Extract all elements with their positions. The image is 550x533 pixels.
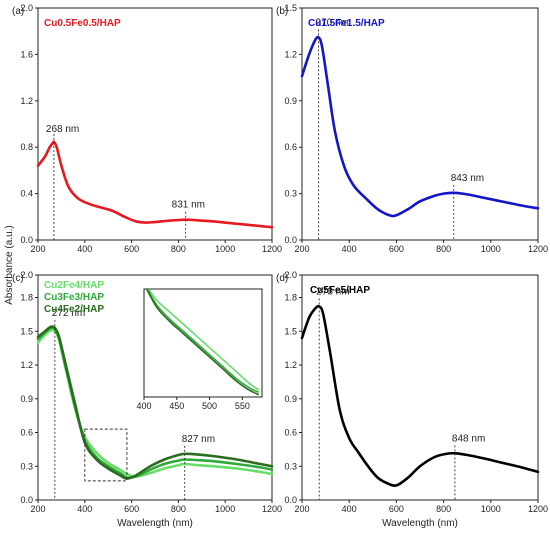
x-tick-label: 1200 <box>528 504 548 514</box>
inset-series-line <box>147 289 260 391</box>
x-tick-label: 200 <box>294 504 309 514</box>
y-tick-label: 1.2 <box>20 96 33 106</box>
y-tick-label: 0.4 <box>20 189 33 199</box>
x-tick-label: 200 <box>30 244 45 254</box>
panel-label: (a) <box>12 6 24 17</box>
x-tick-label: 400 <box>77 244 92 254</box>
inset-x-tick-label: 550 <box>235 401 250 411</box>
y-tick-label: 0.3 <box>284 189 297 199</box>
inset-series-line <box>145 289 260 396</box>
chart-panel: 200 400 600 800 1000 1200 0.0 0.3 0.6 0.9 1.2 1.5 27… <box>276 3 548 254</box>
x-tick-label: 600 <box>124 244 139 254</box>
y-tick-label: 0.0 <box>20 235 33 245</box>
x-tick-label: 1200 <box>262 504 282 514</box>
legend-entry: Cu4Fe2/HAP <box>44 304 104 315</box>
peak-annotation: 270 nm <box>316 17 349 28</box>
plot-frame <box>37 274 273 501</box>
y-tick-label: 1.8 <box>20 293 33 303</box>
x-tick-label: 800 <box>436 244 451 254</box>
peak-annotation: 848 nm <box>452 433 485 444</box>
legend-entry: Cu0.5Fe0.5/HAP <box>44 18 121 29</box>
y-tick-label: 1.5 <box>284 326 297 336</box>
panel-label: (b) <box>276 6 288 17</box>
zoom-region-box <box>84 428 128 482</box>
x-tick-label: 800 <box>171 244 186 254</box>
x-axis-label: Wavelength (nm) <box>117 518 193 529</box>
plot-frame <box>37 7 273 241</box>
y-tick-label: 0.0 <box>284 235 297 245</box>
y-tick-label: 1.2 <box>20 360 33 370</box>
series-line <box>300 304 540 487</box>
x-axis-label: Wavelength (nm) <box>382 518 458 529</box>
chart-panel: 200 400 600 800 1000 1200 0.0 0.3 0.6 0.9 1.2 1.5 1.… <box>276 270 548 529</box>
y-tick-label: 0.9 <box>284 394 297 404</box>
y-tick-label: 0.0 <box>284 495 297 505</box>
y-tick-label: 0.8 <box>20 142 33 152</box>
peak-annotation: 827 nm <box>182 434 215 445</box>
series-line <box>36 140 274 229</box>
panel-label: (c) <box>12 273 24 284</box>
x-tick-label: 800 <box>171 504 186 514</box>
chart-panel: 200 400 600 800 1000 1200 0.0 0.4 0.8 1.2 1.6 2.0 26… <box>12 3 282 254</box>
x-tick-label: 1000 <box>215 504 235 514</box>
y-tick-label: 1.8 <box>284 293 297 303</box>
legend-entry: Cu1.5Fe1.5/HAP <box>308 18 385 29</box>
series-line <box>300 35 540 218</box>
y-tick-label: 1.6 <box>20 49 33 59</box>
x-tick-label: 1200 <box>262 244 282 254</box>
y-tick-label: 1.5 <box>20 326 33 336</box>
peak-annotation: 268 nm <box>46 124 79 135</box>
y-tick-label: 2.0 <box>284 270 297 280</box>
legend-entry: Cu3Fe3/HAP <box>44 292 104 303</box>
inset-x-tick-label: 400 <box>136 401 151 411</box>
inset-series-line <box>146 289 260 394</box>
chart-panel: 200 400 600 800 1000 1200 0.0 0.3 0.6 0.9 1.2 1.5 1.… <box>12 270 282 529</box>
legend-entry: Cu5Fe5/HAP <box>310 285 370 296</box>
y-tick-label: 0.6 <box>20 428 33 438</box>
x-tick-label: 600 <box>389 244 404 254</box>
plot-frame <box>301 7 539 241</box>
peak-annotation: 273 nm <box>316 287 349 298</box>
x-tick-label: 200 <box>30 504 45 514</box>
x-tick-label: 400 <box>77 504 92 514</box>
inset-chart: 400 450 500 550 <box>136 288 263 411</box>
y-tick-label: 1.5 <box>284 3 297 13</box>
y-tick-label: 0.9 <box>284 96 297 106</box>
y-tick-label: 1.2 <box>284 360 297 370</box>
y-tick-label: 0.3 <box>20 461 33 471</box>
x-tick-label: 200 <box>294 244 309 254</box>
y-tick-label: 0.3 <box>284 461 297 471</box>
x-tick-label: 1000 <box>481 244 501 254</box>
y-tick-label: 0.0 <box>20 495 33 505</box>
x-tick-label: 600 <box>389 504 404 514</box>
x-tick-label: 1000 <box>481 504 501 514</box>
y-tick-label: 1.2 <box>284 49 297 59</box>
y-tick-label: 0.6 <box>284 142 297 152</box>
x-tick-label: 400 <box>342 504 357 514</box>
peak-annotation: 272 nm <box>52 308 85 319</box>
x-tick-label: 1200 <box>528 244 548 254</box>
inset-x-tick-label: 500 <box>202 401 217 411</box>
y-axis-label: Absorbance (a.u.) <box>4 225 15 305</box>
plot-frame <box>301 274 539 501</box>
y-tick-label: 0.9 <box>20 394 33 404</box>
series-line <box>36 325 274 480</box>
x-tick-label: 400 <box>342 244 357 254</box>
legend-entry: Cu2Fe4/HAP <box>44 280 104 291</box>
peak-annotation: 831 nm <box>172 200 205 211</box>
x-tick-label: 800 <box>436 504 451 514</box>
panel-label: (d) <box>276 273 288 284</box>
y-tick-label: 2.0 <box>20 270 33 280</box>
y-tick-label: 2.0 <box>20 3 33 13</box>
y-tick-label: 0.6 <box>284 428 297 438</box>
peak-annotation: 843 nm <box>451 173 484 184</box>
x-tick-label: 600 <box>124 504 139 514</box>
x-tick-label: 1000 <box>215 244 235 254</box>
inset-x-tick-label: 450 <box>169 401 184 411</box>
